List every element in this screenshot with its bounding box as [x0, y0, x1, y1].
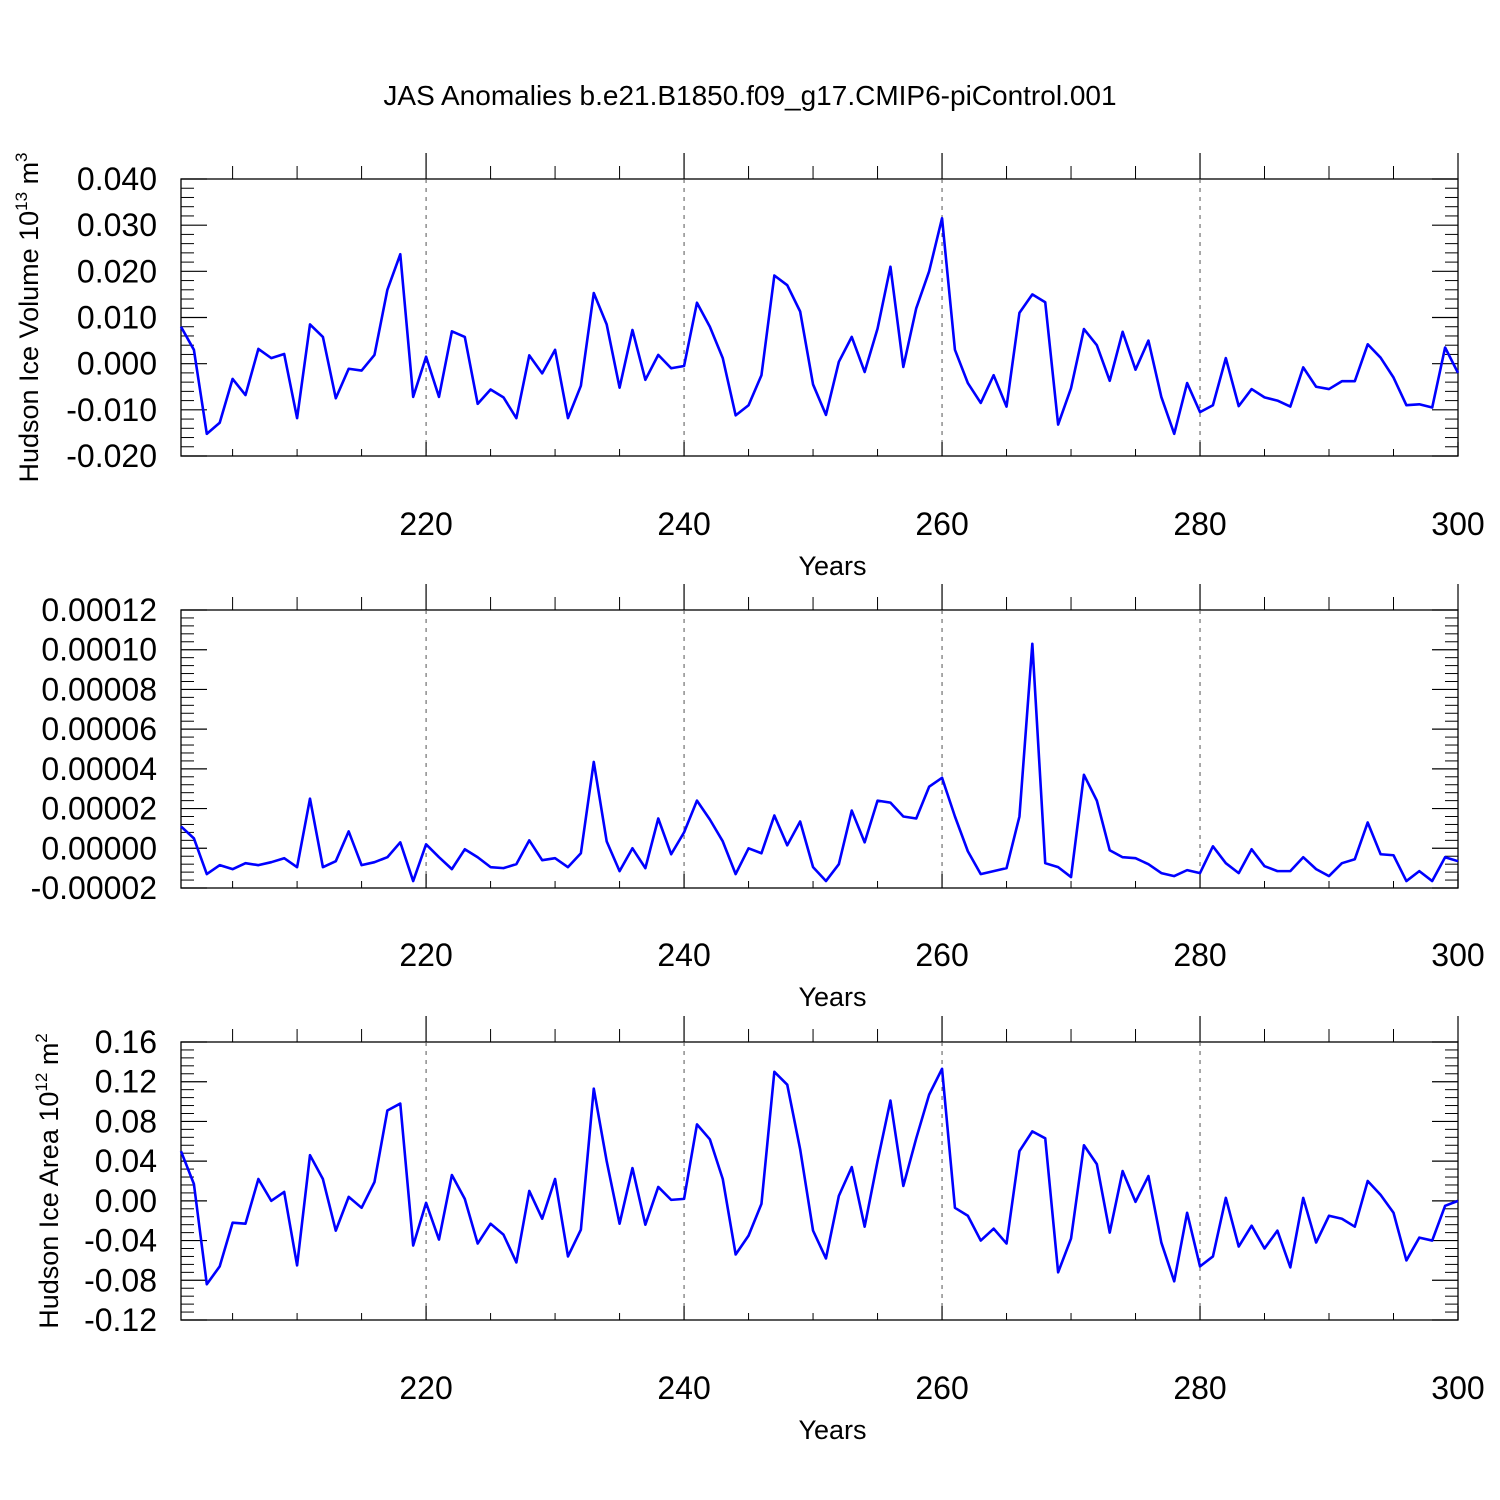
panel-ice-volume: 220 240 260 280 300 Years -0.020 -0.010 0.000 0.0… — [12, 152, 1485, 581]
y-axis-label-ice-volume: Hudson Ice Volume 1013 m3 — [12, 152, 44, 482]
y-tick-label: 0.16 — [95, 1024, 157, 1060]
y-tick-label: 0.040 — [77, 161, 157, 197]
y-tick-label: 0.000 — [77, 346, 157, 382]
x-tick-label: 260 — [915, 1370, 968, 1406]
y-tick-label: 0.00006 — [41, 711, 157, 747]
y-axis-label-ice-area: Hudson Ice Area 1012 m2 — [32, 1033, 64, 1329]
y-tick-label: -0.12 — [84, 1302, 157, 1338]
x-tick-label: 220 — [399, 1370, 452, 1406]
y-tick-label: 0.12 — [95, 1064, 157, 1100]
y-tick-label: 0.020 — [77, 253, 157, 289]
y-tick-label: -0.00002 — [31, 870, 157, 906]
x-tick-label: 220 — [399, 506, 452, 542]
y-tick-label: 0.00002 — [41, 791, 157, 827]
y-tick-label: 0.00012 — [41, 592, 157, 628]
x-axis-label: Years — [798, 1415, 866, 1445]
panel-ice-area: 220 240 260 280 300 Years -0.12 -0.08-0.04 0.00 0… — [32, 1016, 1485, 1445]
x-axis-label: Years — [798, 551, 866, 581]
y-tick-label: 0.04 — [95, 1143, 157, 1179]
y-tick-label: 0.00010 — [41, 632, 157, 668]
y-tick-label: -0.08 — [84, 1262, 157, 1298]
y-tick-label: -0.020 — [66, 438, 157, 474]
x-tick-label: 300 — [1431, 1370, 1484, 1406]
series-line — [180, 642, 1459, 883]
y-tick-label: 0.00 — [95, 1183, 157, 1219]
series-line — [179, 1067, 1459, 1286]
x-tick-label: 240 — [657, 506, 710, 542]
panel-snow-volume: 220 240 260 280 300Years-0.000020.000000.000… — [31, 584, 1485, 1012]
y-tick-label: 0.00008 — [41, 671, 157, 707]
x-tick-label: 280 — [1173, 506, 1226, 542]
chart-title: JAS Anomalies b.e21.B1850.f09_g17.CMIP6-… — [383, 80, 1117, 111]
x-tick-label: 260 — [915, 937, 968, 973]
plot-frame — [180, 609, 1459, 889]
x-tick-label: 280 — [1173, 937, 1226, 973]
series-line — [179, 216, 1460, 436]
x-tick-label: 260 — [915, 506, 968, 542]
y-tick-label: 0.00004 — [41, 751, 157, 787]
y-tick-label: -0.04 — [84, 1223, 157, 1259]
plot-frame — [180, 1041, 1459, 1321]
y-tick-label: 0.00000 — [41, 830, 157, 866]
x-tick-label: 300 — [1431, 506, 1484, 542]
y-tick-label: -0.010 — [66, 392, 157, 428]
x-tick-label: 280 — [1173, 1370, 1226, 1406]
plot-frame — [180, 178, 1459, 457]
x-tick-label: 240 — [657, 1370, 710, 1406]
y-tick-label: 0.010 — [77, 300, 157, 336]
x-tick-label: 220 — [399, 937, 452, 973]
y-tick-label: 0.08 — [95, 1103, 157, 1139]
y-tick-label: 0.030 — [77, 207, 157, 243]
x-tick-label: 240 — [657, 937, 710, 973]
x-tick-label: 300 — [1431, 937, 1484, 973]
x-axis-label: Years — [798, 982, 866, 1012]
